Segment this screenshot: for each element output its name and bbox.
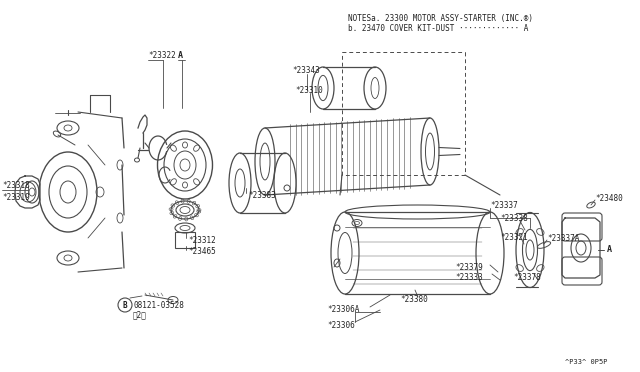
Text: を2ん: を2ん	[133, 311, 147, 320]
Text: *23343: *23343	[292, 65, 320, 74]
Text: *23380: *23380	[400, 295, 428, 305]
Text: *23480: *23480	[595, 193, 623, 202]
Text: *23337: *23337	[490, 201, 518, 209]
Text: *23319: *23319	[2, 192, 29, 202]
Text: B: B	[123, 301, 127, 310]
Text: *23310: *23310	[295, 86, 323, 94]
Text: *23322: *23322	[148, 51, 176, 60]
Text: *23465: *23465	[188, 247, 216, 257]
Text: *23312: *23312	[188, 235, 216, 244]
Text: A: A	[607, 246, 612, 254]
Text: ^P33^ 0P5P: ^P33^ 0P5P	[565, 359, 607, 365]
Text: *23379: *23379	[455, 263, 483, 273]
Text: *23333: *23333	[455, 273, 483, 282]
Text: *23321: *23321	[500, 232, 528, 241]
Text: *23337A: *23337A	[547, 234, 579, 243]
Text: NOTESa. 23300 MOTOR ASSY-STARTER (INC.®): NOTESa. 23300 MOTOR ASSY-STARTER (INC.®)	[348, 13, 533, 22]
Text: *23306A: *23306A	[327, 305, 360, 314]
Text: *23318: *23318	[2, 180, 29, 189]
Text: *23378: *23378	[513, 273, 541, 282]
Text: 08121-03528: 08121-03528	[133, 301, 184, 310]
Text: b. 23470 COVER KIT-DUST ············· A: b. 23470 COVER KIT-DUST ············· A	[348, 23, 529, 32]
Text: A: A	[178, 51, 183, 60]
Text: *23306: *23306	[327, 321, 355, 330]
Text: *23383: *23383	[248, 190, 276, 199]
Text: *23338: *23338	[500, 214, 528, 222]
